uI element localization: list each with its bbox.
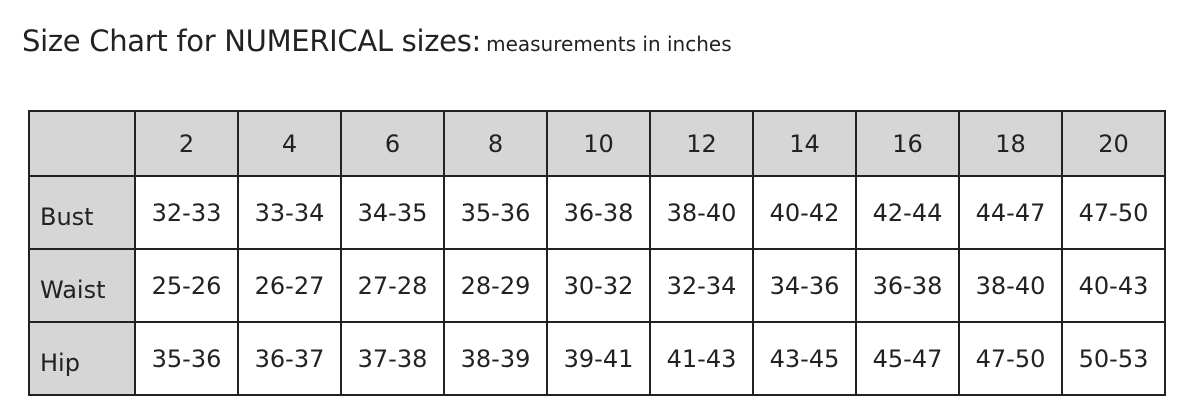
size-header-cell: 6 — [340, 110, 445, 177]
row-label: Hip — [28, 321, 136, 396]
measurement-cell: 35-36 — [134, 321, 239, 396]
measurement-cell: 38-39 — [443, 321, 548, 396]
measurement-cell: 40-43 — [1061, 248, 1166, 323]
measurement-cell: 38-40 — [649, 175, 754, 250]
table-row-waist: Waist 25-26 26-27 27-28 28-29 30-32 32-34 34-36… — [28, 248, 1166, 323]
row-label: Waist — [28, 248, 136, 323]
measurement-cell: 36-38 — [546, 175, 651, 250]
corner-cell — [28, 110, 136, 177]
measurement-cell: 26-27 — [237, 248, 342, 323]
measurement-cell: 28-29 — [443, 248, 548, 323]
measurement-cell: 34-36 — [752, 248, 857, 323]
measurement-cell: 47-50 — [1061, 175, 1166, 250]
measurement-cell: 37-38 — [340, 321, 445, 396]
measurement-cell: 32-34 — [649, 248, 754, 323]
title-main: Size Chart for NUMERICAL sizes: — [22, 24, 481, 58]
size-chart-table: 2 4 6 8 10 12 14 16 18 20 Bust 32-33 33-34 34-35 35-3… — [28, 110, 1166, 396]
measurement-cell: 47-50 — [958, 321, 1063, 396]
measurement-cell: 34-35 — [340, 175, 445, 250]
table-row-hip: Hip 35-36 36-37 37-38 38-39 39-41 41-43 43-45 45… — [28, 321, 1166, 396]
size-header-cell: 4 — [237, 110, 342, 177]
title-subtitle: measurements in inches — [486, 32, 732, 56]
measurement-cell: 27-28 — [340, 248, 445, 323]
size-header-cell: 16 — [855, 110, 960, 177]
size-header-cell: 2 — [134, 110, 239, 177]
measurement-cell: 33-34 — [237, 175, 342, 250]
measurement-cell: 41-43 — [649, 321, 754, 396]
measurement-cell: 42-44 — [855, 175, 960, 250]
measurement-cell: 40-42 — [752, 175, 857, 250]
measurement-cell: 39-41 — [546, 321, 651, 396]
measurement-cell: 36-37 — [237, 321, 342, 396]
measurement-cell: 45-47 — [855, 321, 960, 396]
table-row-bust: Bust 32-33 33-34 34-35 35-36 36-38 38-40 40-42 4… — [28, 175, 1166, 250]
measurement-cell: 25-26 — [134, 248, 239, 323]
measurement-cell: 44-47 — [958, 175, 1063, 250]
size-header-cell: 18 — [958, 110, 1063, 177]
size-header-cell: 8 — [443, 110, 548, 177]
measurement-cell: 36-38 — [855, 248, 960, 323]
measurement-cell: 32-33 — [134, 175, 239, 250]
measurement-cell: 43-45 — [752, 321, 857, 396]
page-title: Size Chart for NUMERICAL sizes: measurem… — [22, 24, 732, 58]
size-header-cell: 12 — [649, 110, 754, 177]
row-label: Bust — [28, 175, 136, 250]
header-row: 2 4 6 8 10 12 14 16 18 20 — [28, 110, 1166, 177]
measurement-cell: 30-32 — [546, 248, 651, 323]
measurement-cell: 35-36 — [443, 175, 548, 250]
size-header-cell: 20 — [1061, 110, 1166, 177]
measurement-cell: 38-40 — [958, 248, 1063, 323]
size-header-cell: 14 — [752, 110, 857, 177]
measurement-cell: 50-53 — [1061, 321, 1166, 396]
size-header-cell: 10 — [546, 110, 651, 177]
